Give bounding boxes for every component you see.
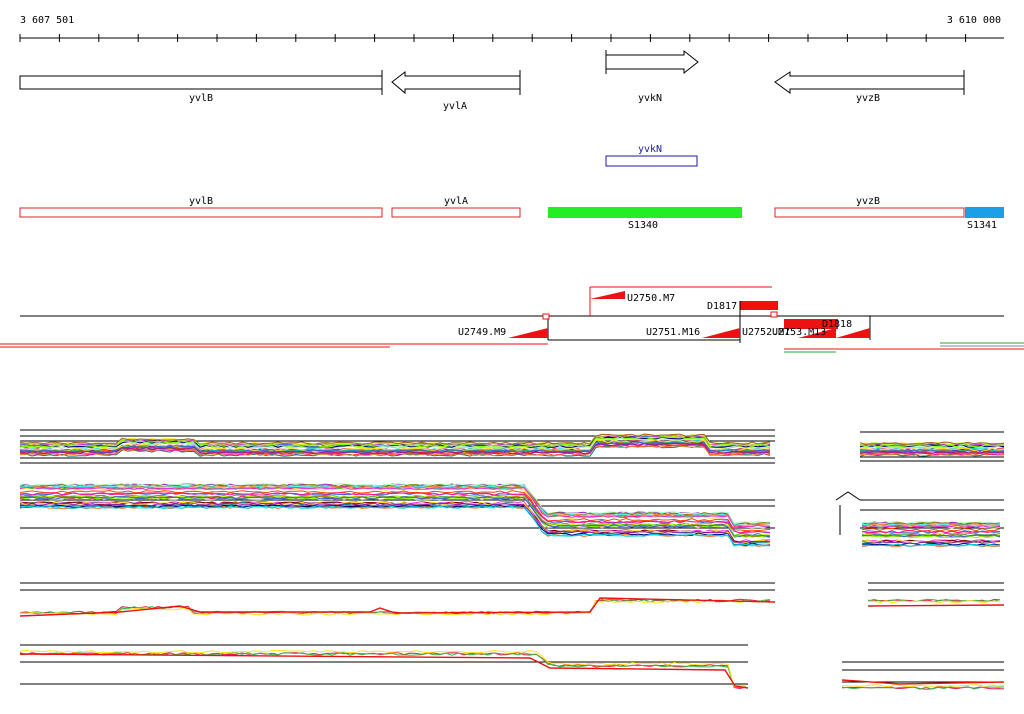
coordinate-ruler: 3 607 501 3 610 000: [19, 15, 1004, 42]
feature-label: U2750.M7: [627, 293, 675, 304]
segment-label: S1341: [967, 220, 997, 231]
expression-trace: [19, 502, 771, 545]
expression-bundle-a: [19, 433, 1005, 457]
expression-trace: [19, 652, 747, 690]
feature-label: U2749.M9: [458, 327, 506, 338]
ruler-start-label: 3 607 501: [20, 15, 74, 26]
expression-trace: [19, 433, 771, 446]
gene-yvzB[interactable]: yvzB: [774, 70, 965, 104]
expression-trace: [861, 524, 1001, 529]
expression-trace: [19, 492, 771, 534]
segment-yvzB[interactable]: yvzB: [774, 196, 965, 218]
feature-label: U2753.M13: [772, 327, 826, 338]
expression-trace: [19, 442, 771, 455]
expression-trace: [859, 450, 1005, 454]
expression-trace: [861, 540, 1001, 545]
expression-trace: [19, 490, 771, 532]
expression-trace: [841, 686, 1005, 690]
expression-trace: [859, 444, 1005, 448]
expression-trace: [19, 494, 771, 537]
gene-label: yvkN: [638, 93, 662, 104]
expression-trace: [19, 598, 771, 615]
guide-lines-c: [20, 582, 775, 591]
segment-S1341[interactable]: S1341: [965, 207, 1004, 231]
expression-trace: [19, 439, 771, 452]
expression-trace: [861, 530, 1001, 534]
annotation-label: yvkN: [638, 144, 662, 155]
expression-trace: [19, 598, 771, 615]
segment-label: yvzB: [856, 196, 880, 207]
expression-trace: [19, 505, 771, 547]
gene-label: yvlB: [189, 93, 213, 104]
segment-yvlB[interactable]: yvlB: [19, 196, 383, 218]
expression-trace: [19, 483, 770, 524]
segment-S1340[interactable]: S1340: [548, 207, 742, 231]
guide-lines-b-right: [860, 499, 1004, 529]
expression-trace: [19, 436, 771, 448]
upshift-U2749-M9[interactable]: U2749.M9: [458, 327, 548, 338]
segment-label: S1340: [628, 220, 658, 231]
expression-trace: [867, 598, 1001, 603]
feature-track: U2750.M7 D1817 D1818 U2749.M9 U2751.M16 …: [0, 286, 1024, 353]
expression-trace: [861, 532, 1001, 536]
expression-bundle-c: [19, 598, 1001, 616]
segment-label: yvlB: [189, 196, 213, 207]
expression-trace: [19, 600, 771, 616]
feature-label: D1817: [707, 301, 737, 312]
guide-lines-c-right: [868, 582, 1004, 591]
annotation-yvkN[interactable]: yvkN: [605, 144, 698, 167]
feature-label: U2752.M1: [742, 327, 790, 338]
segment-label: yvlA: [444, 196, 468, 207]
upshift-U2750-M7[interactable]: U2750.M7: [590, 291, 675, 304]
expression-tracks: [19, 429, 1005, 690]
guide-lines-d: [20, 644, 748, 685]
gene-yvlA[interactable]: yvlA: [391, 70, 521, 112]
gene-label: yvlA: [443, 101, 467, 112]
expression-trace: [867, 600, 1001, 604]
expression-trace: [861, 523, 1001, 527]
expression-trace: [861, 543, 1001, 547]
expression-trace: [859, 444, 1005, 448]
ruler-end-label: 3 610 000: [947, 15, 1001, 26]
expression-trace: [861, 534, 1001, 539]
expression-bundle-b: [19, 483, 1001, 548]
expression-trace: [859, 441, 1005, 446]
expression-trace: [19, 445, 771, 457]
gene-track: yvlB yvlA yvkN yvzB: [19, 49, 965, 112]
downshift-D1818[interactable]: D1818: [784, 319, 852, 330]
gene-yvkN[interactable]: yvkN: [605, 49, 699, 104]
expression-trace: [861, 534, 1001, 538]
upshift-U2751-M16[interactable]: U2751.M16: [646, 327, 740, 338]
guide-lines-d-right: [842, 661, 1004, 683]
expression-trace: [19, 485, 771, 527]
expression-trace: [19, 496, 771, 538]
feature-label: D1818: [822, 319, 852, 330]
expression-trace: [19, 486, 771, 528]
upshift-U2752-M1[interactable]: U2752.M1: [742, 327, 836, 338]
upshift-U2753-M13[interactable]: U2753.M13: [772, 327, 870, 338]
segment-track: yvlB yvlA S1340 yvzB S1341: [19, 196, 1004, 231]
expression-trace: [861, 528, 1001, 532]
gene-yvlB[interactable]: yvlB: [19, 70, 383, 104]
expression-trace: [19, 649, 747, 687]
gene-label: yvzB: [856, 93, 880, 104]
segment-yvlA[interactable]: yvlA: [391, 196, 521, 218]
expression-trace: [841, 683, 1005, 688]
expression-trace: [19, 652, 747, 688]
feature-label: U2751.M16: [646, 327, 700, 338]
